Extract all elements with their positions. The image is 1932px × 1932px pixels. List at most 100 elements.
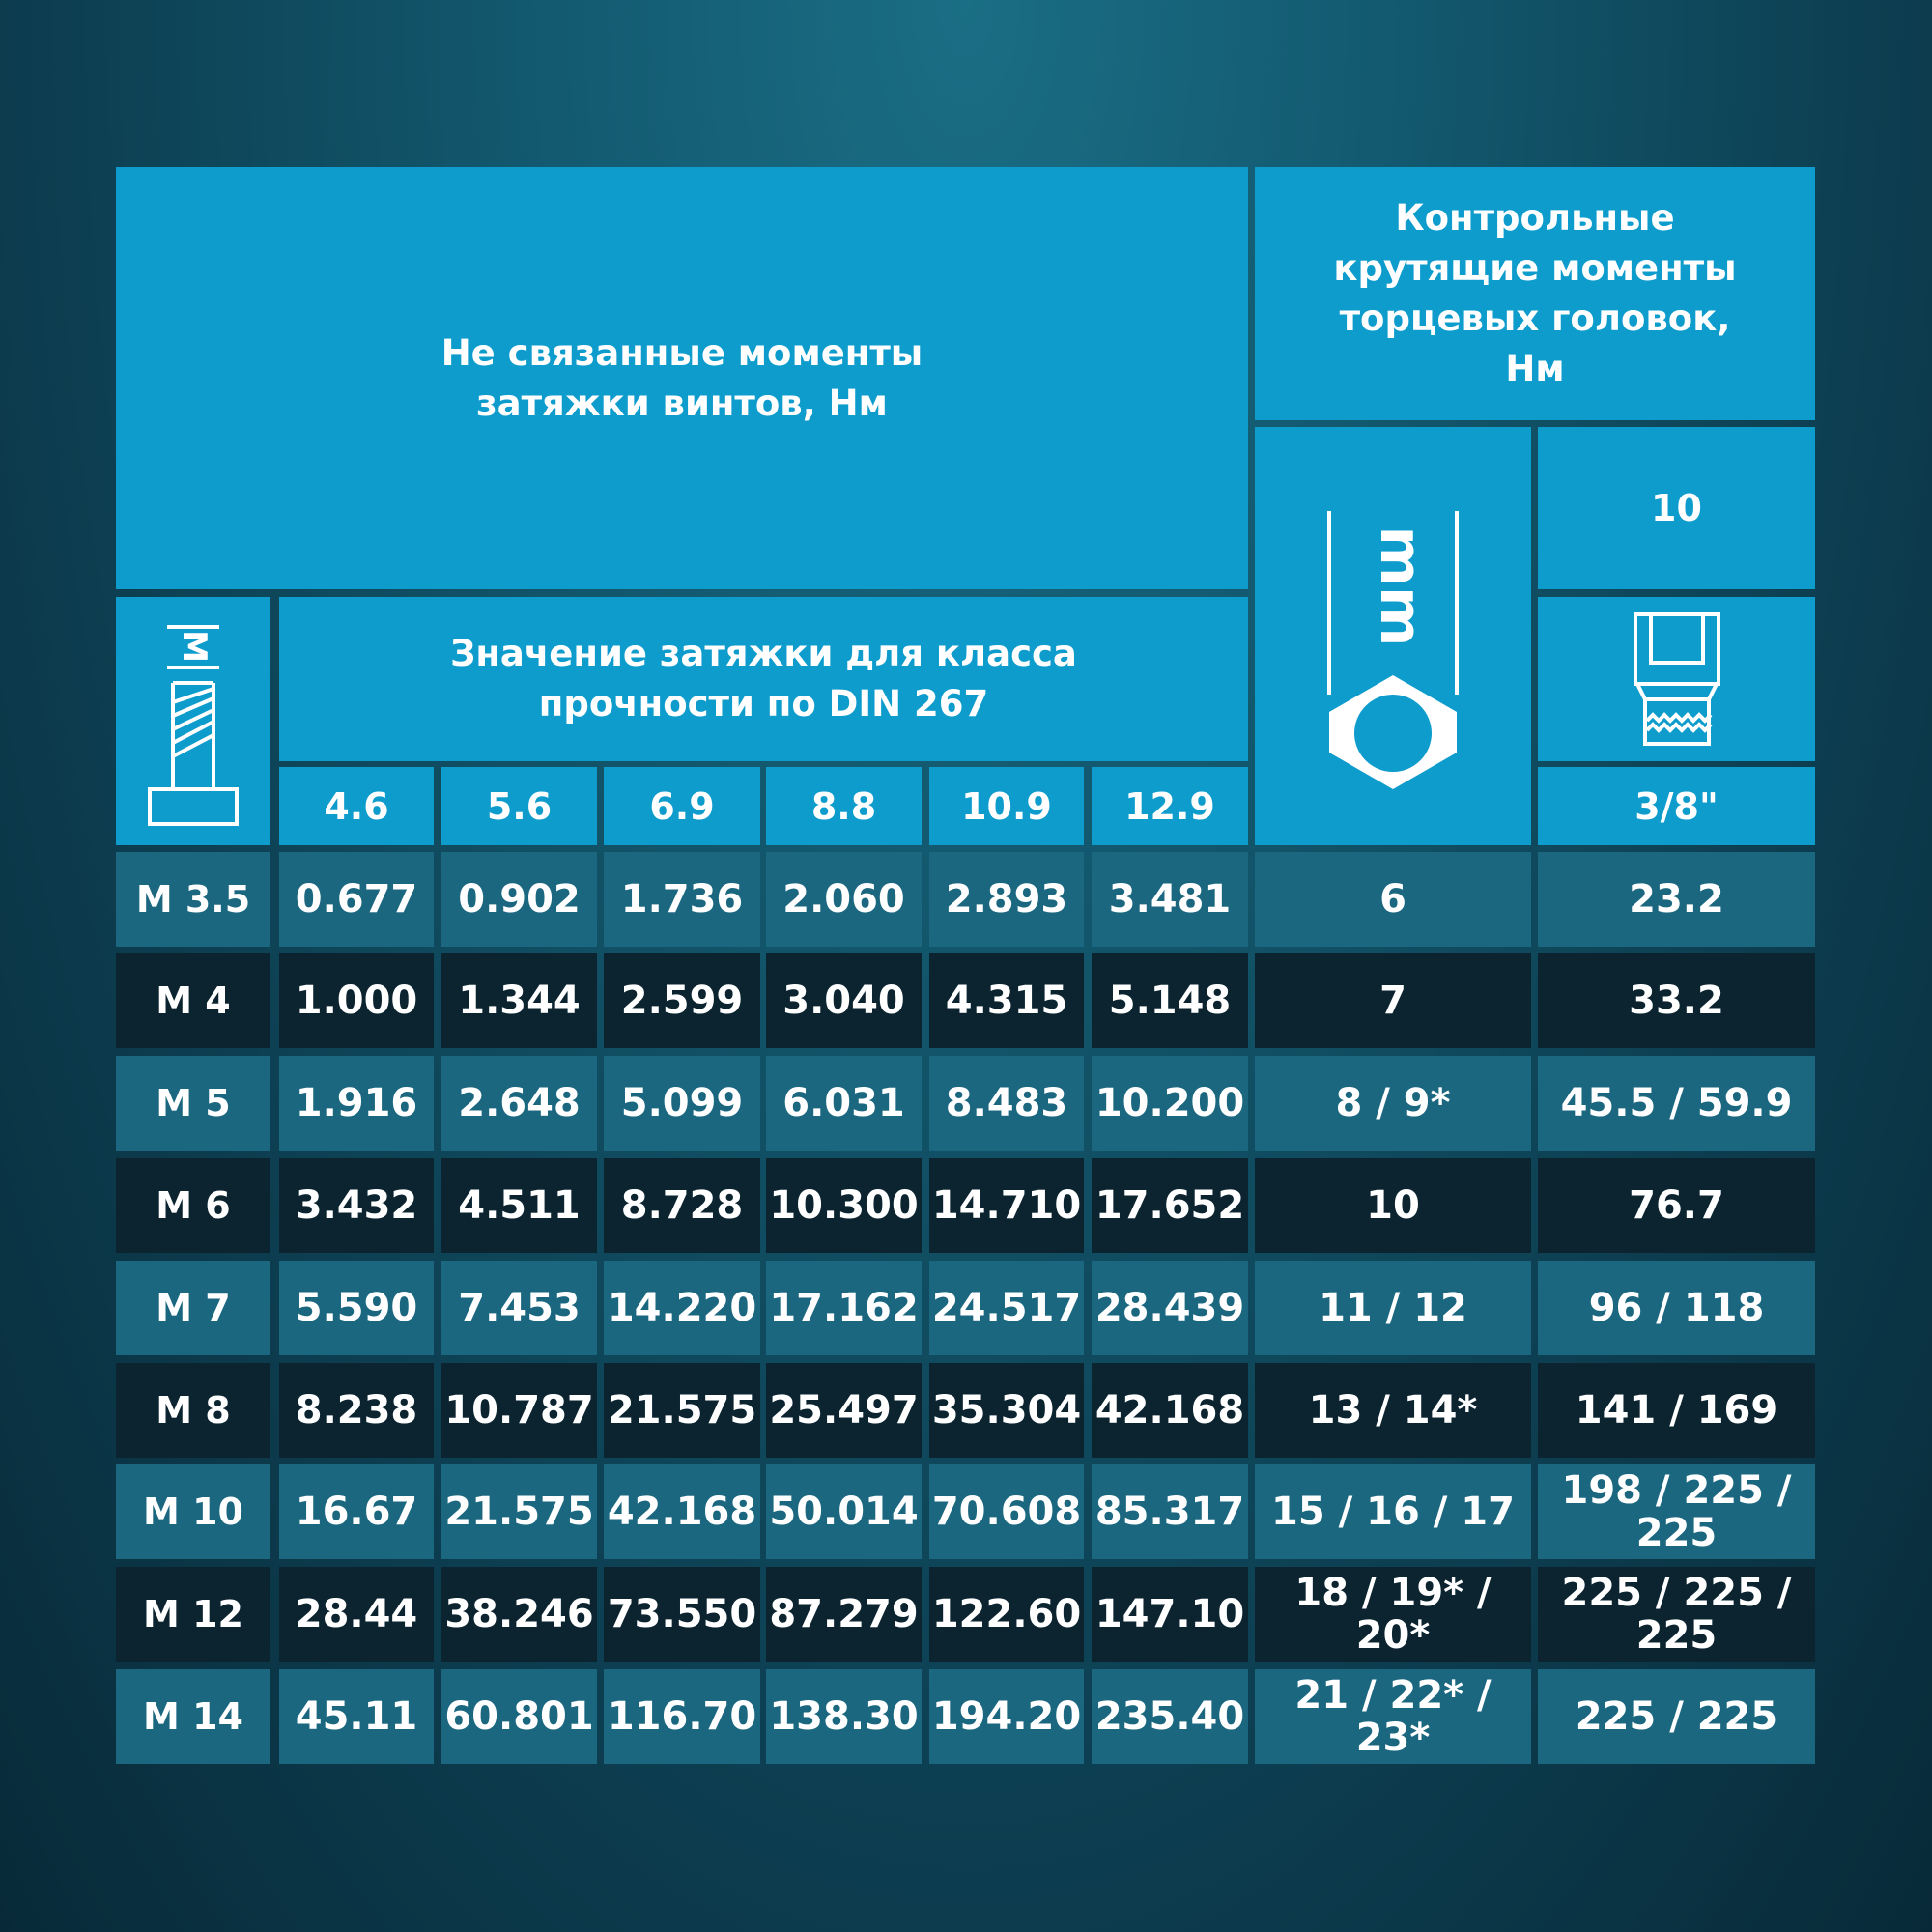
socket-torque-value: 225 / 225 [1538, 1669, 1815, 1764]
row-label: M 3.5 [116, 852, 270, 947]
torque-value: 6.031 [766, 1056, 922, 1151]
torque-value: 1.736 [604, 852, 760, 947]
torque-value: 50.014 [766, 1464, 922, 1559]
torque-value: 2.599 [604, 953, 760, 1048]
socket-mm-value: 8 / 9* [1255, 1056, 1531, 1151]
socket-torque-value: 225 / 225 / 225 [1538, 1567, 1815, 1662]
torque-value: 147.10 [1092, 1567, 1248, 1662]
drive-size-header: 3/8" [1538, 767, 1815, 845]
torque-value: 1.344 [441, 953, 597, 1048]
torque-value: 70.608 [929, 1464, 1084, 1559]
torque-value: 0.902 [441, 852, 597, 947]
torque-value: 3.481 [1092, 852, 1248, 947]
torque-value: 28.44 [279, 1567, 434, 1662]
class-header: 4.6 [279, 767, 434, 845]
bolt-icon: M [148, 624, 239, 826]
torque-value: 14.220 [604, 1261, 760, 1355]
bolt-icon-letter: M [175, 630, 213, 663]
torque-value: 16.67 [279, 1464, 434, 1559]
socket-mm-value: 6 [1255, 852, 1531, 947]
socket-torque-value: 33.2 [1538, 953, 1815, 1048]
torque-value: 28.439 [1092, 1261, 1248, 1355]
socket-mm-value: 21 / 22* / 23* [1255, 1669, 1531, 1764]
row-label: M 4 [116, 953, 270, 1048]
torque-value: 42.168 [604, 1464, 760, 1559]
row-label: M 7 [116, 1261, 270, 1355]
socket-torque-value: 76.7 [1538, 1158, 1815, 1253]
torque-value: 5.099 [604, 1056, 760, 1151]
torque-value: 138.30 [766, 1669, 922, 1764]
size-10-header: 10 [1538, 427, 1815, 589]
torque-value: 60.801 [441, 1669, 597, 1764]
torque-value: 1.916 [279, 1056, 434, 1151]
class-header: 10.9 [929, 767, 1084, 845]
torque-value: 0.677 [279, 852, 434, 947]
hex-nut-cell: mm [1255, 427, 1531, 845]
torque-value: 42.168 [1092, 1363, 1248, 1458]
torque-value: 2.648 [441, 1056, 597, 1151]
class-header: 8.8 [766, 767, 922, 845]
strength-class-title: Значение затяжки для класса прочности по… [279, 597, 1248, 761]
torque-value: 10.200 [1092, 1056, 1248, 1151]
torque-value: 3.432 [279, 1158, 434, 1253]
mm-label: mm [1367, 526, 1435, 646]
torque-value: 24.517 [929, 1261, 1084, 1355]
torque-value: 116.70 [604, 1669, 760, 1764]
socket-mm-value: 7 [1255, 953, 1531, 1048]
socket-torque-value: 45.5 / 59.9 [1538, 1056, 1815, 1151]
torque-value: 35.304 [929, 1363, 1084, 1458]
torque-value: 21.575 [604, 1363, 760, 1458]
torque-value: 7.453 [441, 1261, 597, 1355]
torque-value: 122.60 [929, 1567, 1084, 1662]
torque-value: 8.238 [279, 1363, 434, 1458]
torque-value: 5.590 [279, 1261, 434, 1355]
row-label: M 14 [116, 1669, 270, 1764]
socket-torque-value: 23.2 [1538, 852, 1815, 947]
socket-torque-value: 141 / 169 [1538, 1363, 1815, 1458]
class-header: 12.9 [1092, 767, 1248, 845]
socket-mm-value: 13 / 14* [1255, 1363, 1531, 1458]
main-title: Не связанные моменты затяжки винтов, Нм [116, 167, 1248, 589]
torque-value: 21.575 [441, 1464, 597, 1559]
torque-value: 10.787 [441, 1363, 597, 1458]
socket-mm-value: 18 / 19* / 20* [1255, 1567, 1531, 1662]
torque-value: 235.40 [1092, 1669, 1248, 1764]
torque-value: 14.710 [929, 1158, 1084, 1253]
socket-mm-value: 11 / 12 [1255, 1261, 1531, 1355]
torque-value: 8.483 [929, 1056, 1084, 1151]
torque-value: 17.162 [766, 1261, 922, 1355]
torque-value: 5.148 [1092, 953, 1248, 1048]
torque-value: 17.652 [1092, 1158, 1248, 1253]
torque-value: 8.728 [604, 1158, 760, 1253]
right-title: Контрольные крутящие моменты торцевых го… [1255, 167, 1815, 420]
row-label: M 12 [116, 1567, 270, 1662]
torque-value: 2.060 [766, 852, 922, 947]
hex-nut-icon: mm [1327, 510, 1459, 789]
row-label: M 8 [116, 1363, 270, 1458]
torque-value: 73.550 [604, 1567, 760, 1662]
torque-value: 45.11 [279, 1669, 434, 1764]
socket-mm-value: 15 / 16 / 17 [1255, 1464, 1531, 1559]
bolt-icon-cell: M [116, 597, 270, 845]
row-label: M 5 [116, 1056, 270, 1151]
socket-icon [1633, 612, 1720, 746]
torque-value: 3.040 [766, 953, 922, 1048]
torque-value: 194.20 [929, 1669, 1084, 1764]
torque-value: 2.893 [929, 852, 1084, 947]
class-header: 6.9 [604, 767, 760, 845]
socket-mm-value: 10 [1255, 1158, 1531, 1253]
torque-value: 1.000 [279, 953, 434, 1048]
torque-value: 38.246 [441, 1567, 597, 1662]
socket-icon-cell [1538, 597, 1815, 761]
torque-value: 10.300 [766, 1158, 922, 1253]
class-header: 5.6 [441, 767, 597, 845]
torque-value: 25.497 [766, 1363, 922, 1458]
row-label: M 6 [116, 1158, 270, 1253]
socket-torque-value: 96 / 118 [1538, 1261, 1815, 1355]
torque-value: 87.279 [766, 1567, 922, 1662]
torque-value: 85.317 [1092, 1464, 1248, 1559]
socket-torque-value: 198 / 225 / 225 [1538, 1464, 1815, 1559]
row-label: M 10 [116, 1464, 270, 1559]
torque-value: 4.511 [441, 1158, 597, 1253]
torque-value: 4.315 [929, 953, 1084, 1048]
